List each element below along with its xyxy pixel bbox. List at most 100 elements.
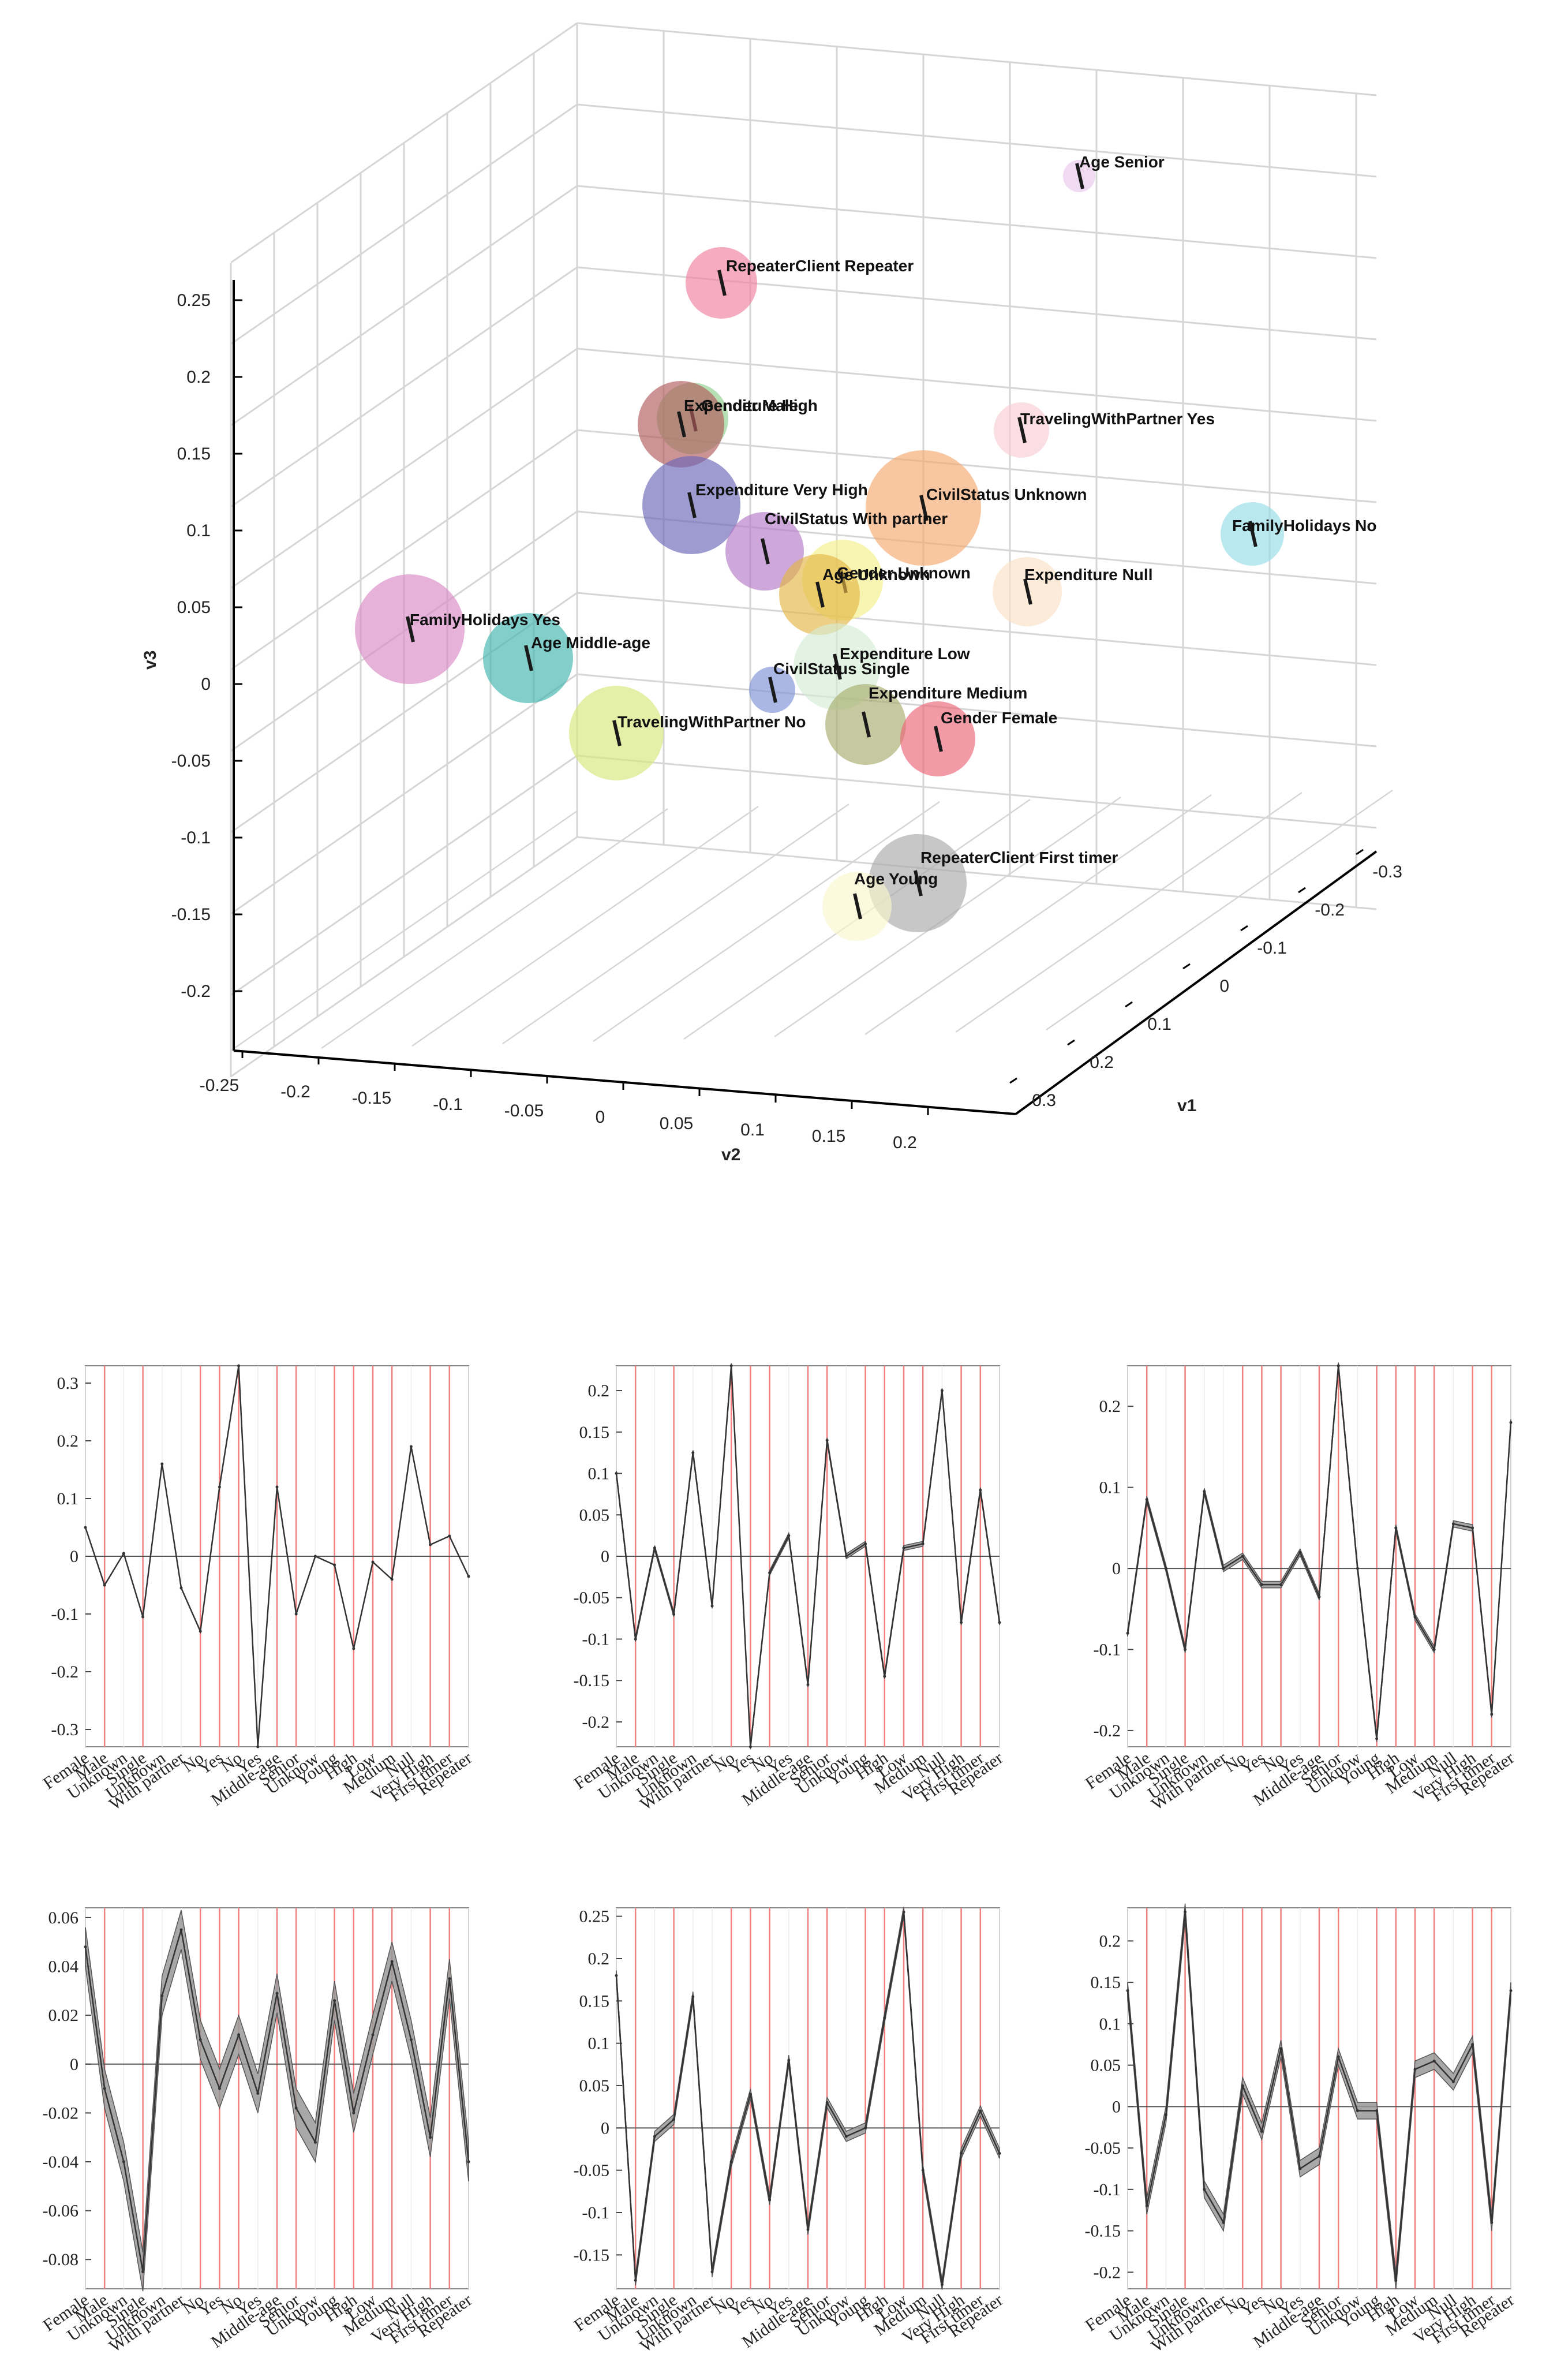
- bubble-label: Expenditure Very High: [695, 481, 868, 499]
- bubble-label: Gender Female: [941, 709, 1057, 727]
- data-point: [672, 2118, 676, 2121]
- data-point: [921, 2169, 925, 2172]
- data-point: [1432, 2059, 1436, 2063]
- bubble-label: Gender Unknown: [837, 564, 971, 582]
- bubble-core: [524, 645, 533, 671]
- data-point: [1413, 1615, 1417, 1619]
- data-point: [1509, 1989, 1513, 1992]
- y-tick-label: -0.05: [1085, 2139, 1121, 2158]
- data-point: [844, 1555, 848, 1558]
- v2-tick-label: -0.1: [433, 1095, 463, 1114]
- data-point: [902, 1910, 905, 1914]
- v3-tick-label: -0.1: [181, 828, 211, 847]
- data-point: [1222, 1567, 1225, 1570]
- bubble-label: Age Unknown: [822, 566, 930, 584]
- data-point: [313, 2140, 317, 2144]
- v3-tick-label: -0.2: [181, 982, 211, 1001]
- data-point: [806, 2228, 810, 2231]
- data-point: [748, 2093, 752, 2096]
- data-point: [748, 1745, 752, 1748]
- v3-tick-label: 0.1: [186, 521, 211, 540]
- y-tick-label: 0.2: [588, 1381, 610, 1400]
- data-point: [979, 2109, 982, 2113]
- data-point: [615, 1472, 618, 1475]
- y-tick-label: 0.05: [579, 2076, 610, 2095]
- y-tick-label: -0.1: [582, 2203, 610, 2222]
- y-tick-label: 0.02: [48, 2006, 79, 2025]
- v2-tick-label: 0.1: [740, 1120, 765, 1139]
- data-point: [1203, 1490, 1206, 1493]
- data-point: [940, 2283, 944, 2286]
- bubble-label: FamilyHolidays No: [1232, 517, 1377, 535]
- data-point: [1337, 1364, 1340, 1368]
- data-point: [371, 2033, 375, 2037]
- data-point: [1241, 1555, 1244, 1558]
- data-point: [371, 1560, 375, 1564]
- v2-tick-label: 0.15: [812, 1127, 845, 1146]
- v1-tick-label: 0.1: [1147, 1015, 1172, 1034]
- y-tick-label: 0.2: [1099, 1931, 1121, 1951]
- y-tick-label: -0.1: [1094, 2180, 1121, 2199]
- data-point: [691, 1995, 695, 1998]
- y-tick-label: 0.1: [57, 1489, 79, 1508]
- data-point: [84, 1945, 87, 1949]
- data-point: [1375, 2109, 1379, 2113]
- data-point: [256, 2092, 260, 2095]
- bubble-core: [853, 893, 862, 920]
- data-point: [921, 1542, 925, 1545]
- data-point: [634, 2278, 637, 2282]
- data-point: [864, 1542, 867, 1545]
- bubble-core: [815, 581, 825, 608]
- v3-tick-label: 0.25: [177, 291, 211, 310]
- data-point: [179, 1928, 183, 1931]
- data-point: [960, 1621, 963, 1624]
- data-point: [787, 1534, 791, 1537]
- bubble-label: RepeaterClient Repeater: [726, 257, 914, 275]
- line-panel: 0.20.150.10.050-0.05-0.1-0.15-0.2FemaleM…: [571, 1363, 1006, 1814]
- data-point: [634, 1637, 637, 1641]
- data-point: [1318, 1595, 1321, 1598]
- y-tick-label: -0.08: [43, 2250, 79, 2269]
- data-point: [1184, 1910, 1187, 1914]
- line-panel: 0.060.040.020-0.02-0.04-0.06-0.08FemaleM…: [40, 1907, 476, 2356]
- data-point: [691, 1451, 695, 1455]
- bubble-core: [612, 720, 622, 746]
- bubble-core: [768, 677, 777, 703]
- bubble-label: CivilStatus With partner: [765, 510, 948, 528]
- data-point: [429, 2136, 432, 2139]
- data-point: [1490, 1713, 1494, 1716]
- data-point: [313, 1555, 317, 1558]
- data-point: [333, 1563, 336, 1567]
- data-point: [409, 2038, 413, 2041]
- bubble-core: [717, 270, 727, 296]
- y-tick-label: -0.3: [51, 1720, 79, 1739]
- y-tick-label: -0.15: [1085, 2222, 1121, 2241]
- data-point: [979, 1488, 982, 1492]
- y-tick-label: 0: [1112, 1559, 1121, 1578]
- bubble-label: Age Middle-age: [531, 634, 650, 652]
- data-point: [1394, 2279, 1398, 2282]
- v1-tick-label: -0.2: [1315, 901, 1345, 920]
- bubble-core: [1017, 417, 1027, 443]
- y-tick-label: -0.1: [582, 1630, 610, 1649]
- y-tick-label: 0.1: [588, 1464, 610, 1484]
- data-point: [729, 1364, 733, 1368]
- bubble-label: CivilStatus Unknown: [926, 485, 1087, 503]
- v3-tick-label: -0.05: [171, 752, 211, 771]
- data-point: [825, 2101, 829, 2104]
- data-point: [710, 2270, 714, 2274]
- data-point: [1337, 2055, 1340, 2058]
- data-point: [1451, 1522, 1455, 1526]
- 3d-grid: [230, 22, 1393, 1078]
- bubble-group: [355, 160, 1284, 941]
- data-point: [103, 1583, 106, 1587]
- data-point: [653, 1546, 656, 1550]
- v1-tick-label: -0.1: [1257, 939, 1287, 958]
- data-point: [787, 2058, 791, 2062]
- data-point: [768, 1571, 772, 1575]
- data-point: [275, 1992, 279, 1995]
- y-tick-label: 0.04: [48, 1957, 79, 1977]
- v1-axis-label: v1: [1177, 1096, 1196, 1115]
- v1-tick-label: 0.3: [1032, 1091, 1056, 1110]
- data-point: [1509, 1421, 1513, 1424]
